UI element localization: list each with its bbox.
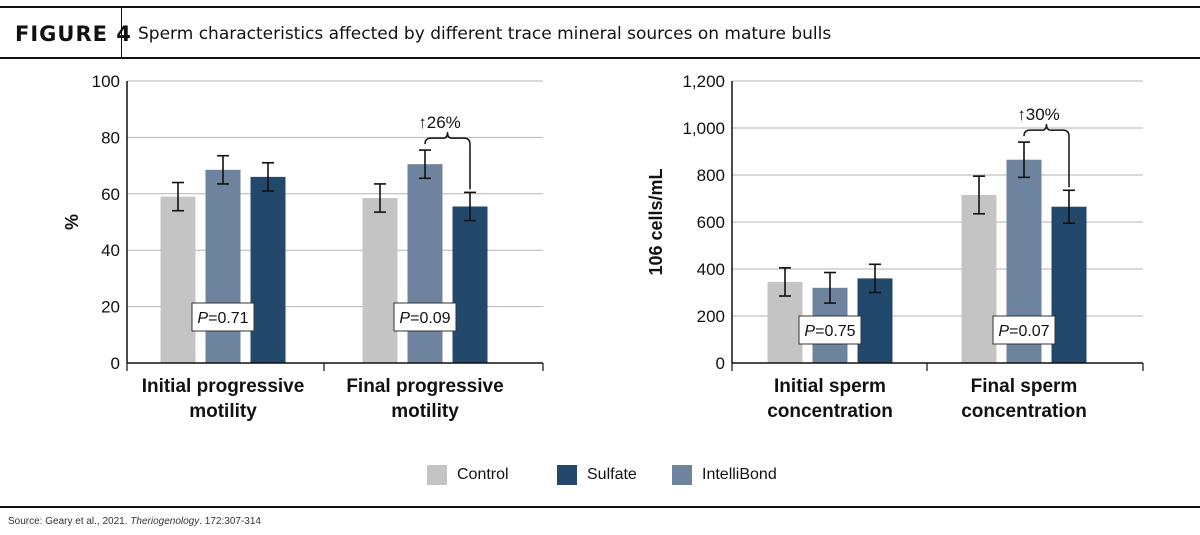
p-value-box	[798, 315, 862, 345]
legend-item-sulfate: Sulfate	[557, 463, 637, 487]
x-category-label: concentration	[961, 401, 1087, 422]
source-journal: Theriogenology	[130, 516, 200, 527]
y-tick-label: 200	[697, 307, 725, 326]
bar-intellibond	[205, 169, 241, 363]
y-axis-label: 106 cells/mL	[646, 168, 666, 275]
p-value-label: P=0.09	[399, 310, 450, 327]
y-tick-label: 1,000	[682, 119, 725, 138]
x-category-label: concentration	[767, 401, 893, 422]
legend-item-control: Control	[427, 463, 509, 487]
legend-swatch-sulfate	[557, 465, 577, 485]
comparison-bracket	[424, 132, 471, 145]
y-tick-label: 400	[697, 260, 725, 279]
bar-sulfate	[452, 206, 488, 363]
p-value-label: P=0.75	[804, 323, 855, 340]
y-tick-label: 80	[101, 128, 120, 147]
comparison-bracket	[1023, 124, 1070, 137]
y-tick-label: 0	[716, 354, 725, 373]
x-category-label: Final progressive	[346, 376, 503, 397]
p-value-label: P=0.07	[998, 323, 1049, 340]
y-tick-label: 20	[101, 298, 120, 317]
footer-rule	[0, 506, 1200, 508]
top-rule	[0, 6, 1200, 8]
y-tick-label: 1,200	[682, 72, 725, 91]
p-value-box	[191, 302, 255, 332]
y-tick-label: 600	[697, 213, 725, 232]
legend-label-intellibond: IntelliBond	[702, 466, 777, 483]
y-tick-label: 0	[111, 354, 120, 373]
percent-change-annotation: ↑30%	[1017, 105, 1060, 124]
bar-intellibond	[407, 164, 443, 363]
y-tick-label: 800	[697, 166, 725, 185]
p-value-label: P=0.71	[197, 310, 248, 327]
source-note: Source: Geary et al., 2021. Theriogenolo…	[8, 516, 261, 527]
y-tick-label: 100	[92, 72, 120, 91]
source-prefix: Source: Geary et al., 2021.	[8, 516, 131, 527]
y-axis-label: %	[62, 214, 82, 230]
bar-sulfate	[1051, 206, 1087, 363]
p-value-box	[393, 302, 457, 332]
y-tick-label: 60	[101, 185, 120, 204]
legend-item-intellibond: IntelliBond	[672, 463, 777, 487]
legend-swatch-intellibond	[672, 465, 692, 485]
bar-control	[961, 194, 997, 363]
legend-label-control: Control	[457, 466, 509, 483]
bar-control	[362, 198, 398, 363]
header-bottom-rule	[0, 57, 1200, 59]
figure-title: Sperm characteristics affected by differ…	[138, 24, 832, 44]
x-category-label: Initial sperm	[774, 376, 886, 397]
bar-sulfate	[250, 176, 286, 363]
percent-change-annotation: ↑26%	[418, 113, 461, 132]
legend-swatch-control	[427, 465, 447, 485]
source-suffix: . 172:307-314	[199, 516, 261, 527]
bar-control	[160, 196, 196, 363]
y-tick-label: 40	[101, 241, 120, 260]
x-category-label: Final sperm	[971, 376, 1078, 397]
legend-label-sulfate: Sulfate	[587, 466, 637, 483]
x-category-label: motility	[189, 401, 257, 422]
header-separator	[121, 7, 122, 57]
x-category-label: motility	[391, 401, 459, 422]
p-value-box	[992, 315, 1056, 345]
figure-label: FIGURE 4	[15, 22, 132, 46]
charts-svg: 0 20 40 60 80 100% P=0.71 Initial progressive mo…	[62, 72, 1144, 422]
x-category-label: Initial progressive	[142, 376, 305, 397]
